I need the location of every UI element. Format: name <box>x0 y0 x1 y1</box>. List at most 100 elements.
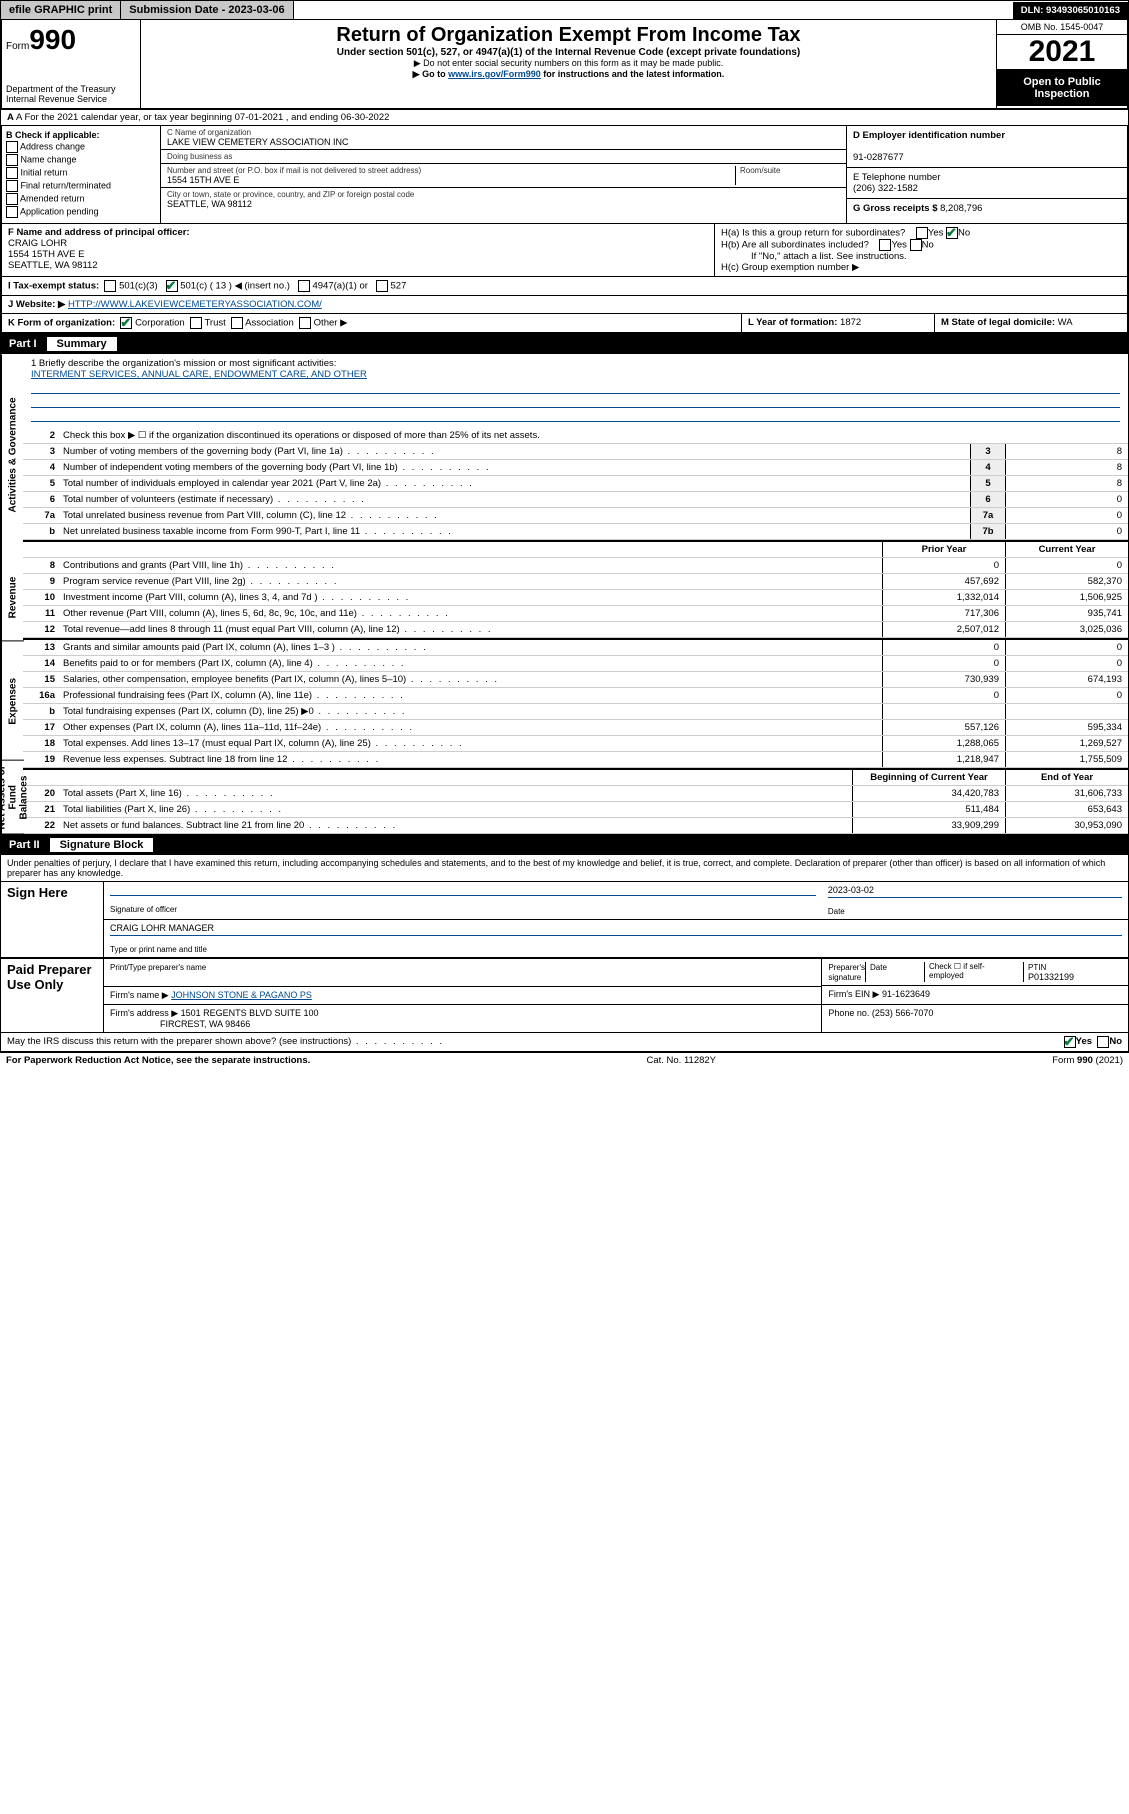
cb-corporation[interactable] <box>120 317 132 329</box>
dln-label: DLN: <box>1021 5 1046 16</box>
cb-501c3[interactable] <box>104 280 116 292</box>
line-15-current: 674,193 <box>1005 672 1128 687</box>
line-2: 2Check this box ▶ ☐ if the organization … <box>23 428 1128 444</box>
firm-name-label: Firm's name ▶ <box>110 990 171 1000</box>
line-3-text: Number of voting members of the governin… <box>59 444 970 459</box>
website-link[interactable]: HTTP://WWW.LAKEVIEWCEMETERYASSOCIATION.C… <box>68 299 322 310</box>
officer-name: CRAIG LOHR <box>8 238 67 249</box>
line-10: 10 Investment income (Part VIII, column … <box>23 590 1128 606</box>
hb-yes[interactable] <box>879 239 891 251</box>
discuss-no[interactable] <box>1097 1036 1109 1048</box>
dln: DLN: 93493065010163 <box>1013 2 1128 19</box>
line-11-prior: 717,306 <box>882 606 1005 621</box>
street-label: Number and street (or P.O. box if mail i… <box>167 166 735 175</box>
cb-initial-return[interactable]: Initial return <box>6 167 156 179</box>
submission-date-value: 2023-03-06 <box>228 4 284 16</box>
col-end: End of Year <box>1005 770 1128 785</box>
row-l-label: L Year of formation: <box>748 317 840 328</box>
row-k-label: K Form of organization: <box>8 318 115 329</box>
footer-left: For Paperwork Reduction Act Notice, see … <box>6 1055 310 1066</box>
ha-text: H(a) Is this a group return for subordin… <box>721 228 905 239</box>
line-14-text: Benefits paid to or for members (Part IX… <box>59 656 882 671</box>
line-16a-text: Professional fundraising fees (Part IX, … <box>59 688 882 703</box>
ein-label: D Employer identification number <box>853 130 1005 141</box>
discuss-yes[interactable] <box>1064 1036 1076 1048</box>
ha-no[interactable] <box>946 227 958 239</box>
line-8-current: 0 <box>1005 558 1128 573</box>
year-formation: L Year of formation: 1872 <box>741 314 934 332</box>
cb-final-return[interactable]: Final return/terminated <box>6 180 156 192</box>
row-l-val: 1872 <box>840 317 861 328</box>
cb-501c[interactable] <box>166 280 178 292</box>
form-title: Return of Organization Exempt From Incom… <box>145 24 992 47</box>
row-i: I Tax-exempt status: 501(c)(3) 501(c) ( … <box>0 277 1129 296</box>
street-cell: Number and street (or P.O. box if mail i… <box>161 164 846 188</box>
line-14-prior: 0 <box>882 656 1005 671</box>
cb-name-change[interactable]: Name change <box>6 154 156 166</box>
cb-trust[interactable] <box>190 317 202 329</box>
part2-title: Signature Block <box>50 838 154 852</box>
box-b: B Check if applicable: Address change Na… <box>2 126 161 223</box>
ha-yes[interactable] <box>916 227 928 239</box>
website-label: J Website: ▶ <box>8 299 68 310</box>
line2-text: Check this box ▶ ☐ if the organization d… <box>59 428 1128 443</box>
line-16a-current: 0 <box>1005 688 1128 703</box>
line-7a: 7a Total unrelated business revenue from… <box>23 508 1128 524</box>
firm-ein: 91-1623649 <box>882 989 930 999</box>
irs-form-link[interactable]: www.irs.gov/Form990 <box>448 69 541 79</box>
line-4-box: 4 <box>970 460 1005 475</box>
line-b-text: Net unrelated business taxable income fr… <box>59 524 970 539</box>
cb-amended-return[interactable]: Amended return <box>6 193 156 205</box>
cb-other[interactable] <box>299 317 311 329</box>
box-d: D Employer identification number 91-0287… <box>846 126 1127 223</box>
line-18-prior: 1,288,065 <box>882 736 1005 751</box>
row-fh: F Name and address of principal officer:… <box>0 224 1129 277</box>
cb-527[interactable] <box>376 280 388 292</box>
row-m-label: M State of legal domicile: <box>941 317 1058 328</box>
line-b-val: 0 <box>1005 524 1128 539</box>
line-5-text: Total number of individuals employed in … <box>59 476 970 491</box>
line-18: 18 Total expenses. Add lines 13–17 (must… <box>23 736 1128 752</box>
header-right: OMB No. 1545-0047 2021 Open to Public In… <box>997 20 1127 108</box>
line-4: 4 Number of independent voting members o… <box>23 460 1128 476</box>
note2-pre: ▶ Go to <box>413 69 448 79</box>
line-20: 20 Total assets (Part X, line 16) 34,420… <box>23 786 1128 802</box>
org-name: LAKE VIEW CEMETERY ASSOCIATION INC <box>167 137 840 147</box>
row-j: J Website: ▶ HTTP://WWW.LAKEVIEWCEMETERY… <box>0 296 1129 314</box>
hb-no[interactable] <box>910 239 922 251</box>
room-label: Room/suite <box>740 166 840 175</box>
mission-text[interactable]: INTERMENT SERVICES, ANNUAL CARE, ENDOWME… <box>31 369 367 380</box>
line-4-val: 8 <box>1005 460 1128 475</box>
efile-print-button[interactable]: efile GRAPHIC print <box>1 1 121 19</box>
note-link: ▶ Go to www.irs.gov/Form990 for instruct… <box>145 69 992 80</box>
phone-label: E Telephone number <box>853 172 941 183</box>
cb-association[interactable] <box>231 317 243 329</box>
sign-here-label: Sign Here <box>1 882 104 959</box>
website-row: J Website: ▶ HTTP://WWW.LAKEVIEWCEMETERY… <box>2 296 1127 313</box>
self-employed[interactable]: Check ☐ if self-employed <box>925 962 1024 982</box>
phone-value: (206) 322-1582 <box>853 183 918 194</box>
firm-name[interactable]: JOHNSON STONE & PAGANO PS <box>171 990 312 1000</box>
discuss-text: May the IRS discuss this return with the… <box>7 1036 1064 1048</box>
line-b-current <box>1005 704 1128 719</box>
cb-application-pending[interactable]: Application pending <box>6 206 156 218</box>
col-headers-net: Beginning of Current Year End of Year <box>23 768 1128 786</box>
line-7a-val: 0 <box>1005 508 1128 523</box>
line-21-current: 653,643 <box>1005 802 1128 817</box>
cb-address-change[interactable]: Address change <box>6 141 156 153</box>
cb-4947[interactable] <box>298 280 310 292</box>
line-3-box: 3 <box>970 444 1005 459</box>
line-9-prior: 457,692 <box>882 574 1005 589</box>
hc-text: H(c) Group exemption number ▶ <box>721 262 1121 273</box>
line-11-text: Other revenue (Part VIII, column (A), li… <box>59 606 882 621</box>
line-17: 17 Other expenses (Part IX, column (A), … <box>23 720 1128 736</box>
line-14-current: 0 <box>1005 656 1128 671</box>
line-18-current: 1,269,527 <box>1005 736 1128 751</box>
part2-header: Part II Signature Block <box>0 835 1129 855</box>
vtab-revenue: Revenue <box>1 555 24 641</box>
open-public: Open to Public Inspection <box>997 70 1127 106</box>
line-16a: 16a Professional fundraising fees (Part … <box>23 688 1128 704</box>
declaration-text: Under penalties of perjury, I declare th… <box>0 855 1129 881</box>
firm-phone: (253) 566-7070 <box>872 1008 934 1018</box>
tax-year: 2021 <box>997 35 1127 70</box>
